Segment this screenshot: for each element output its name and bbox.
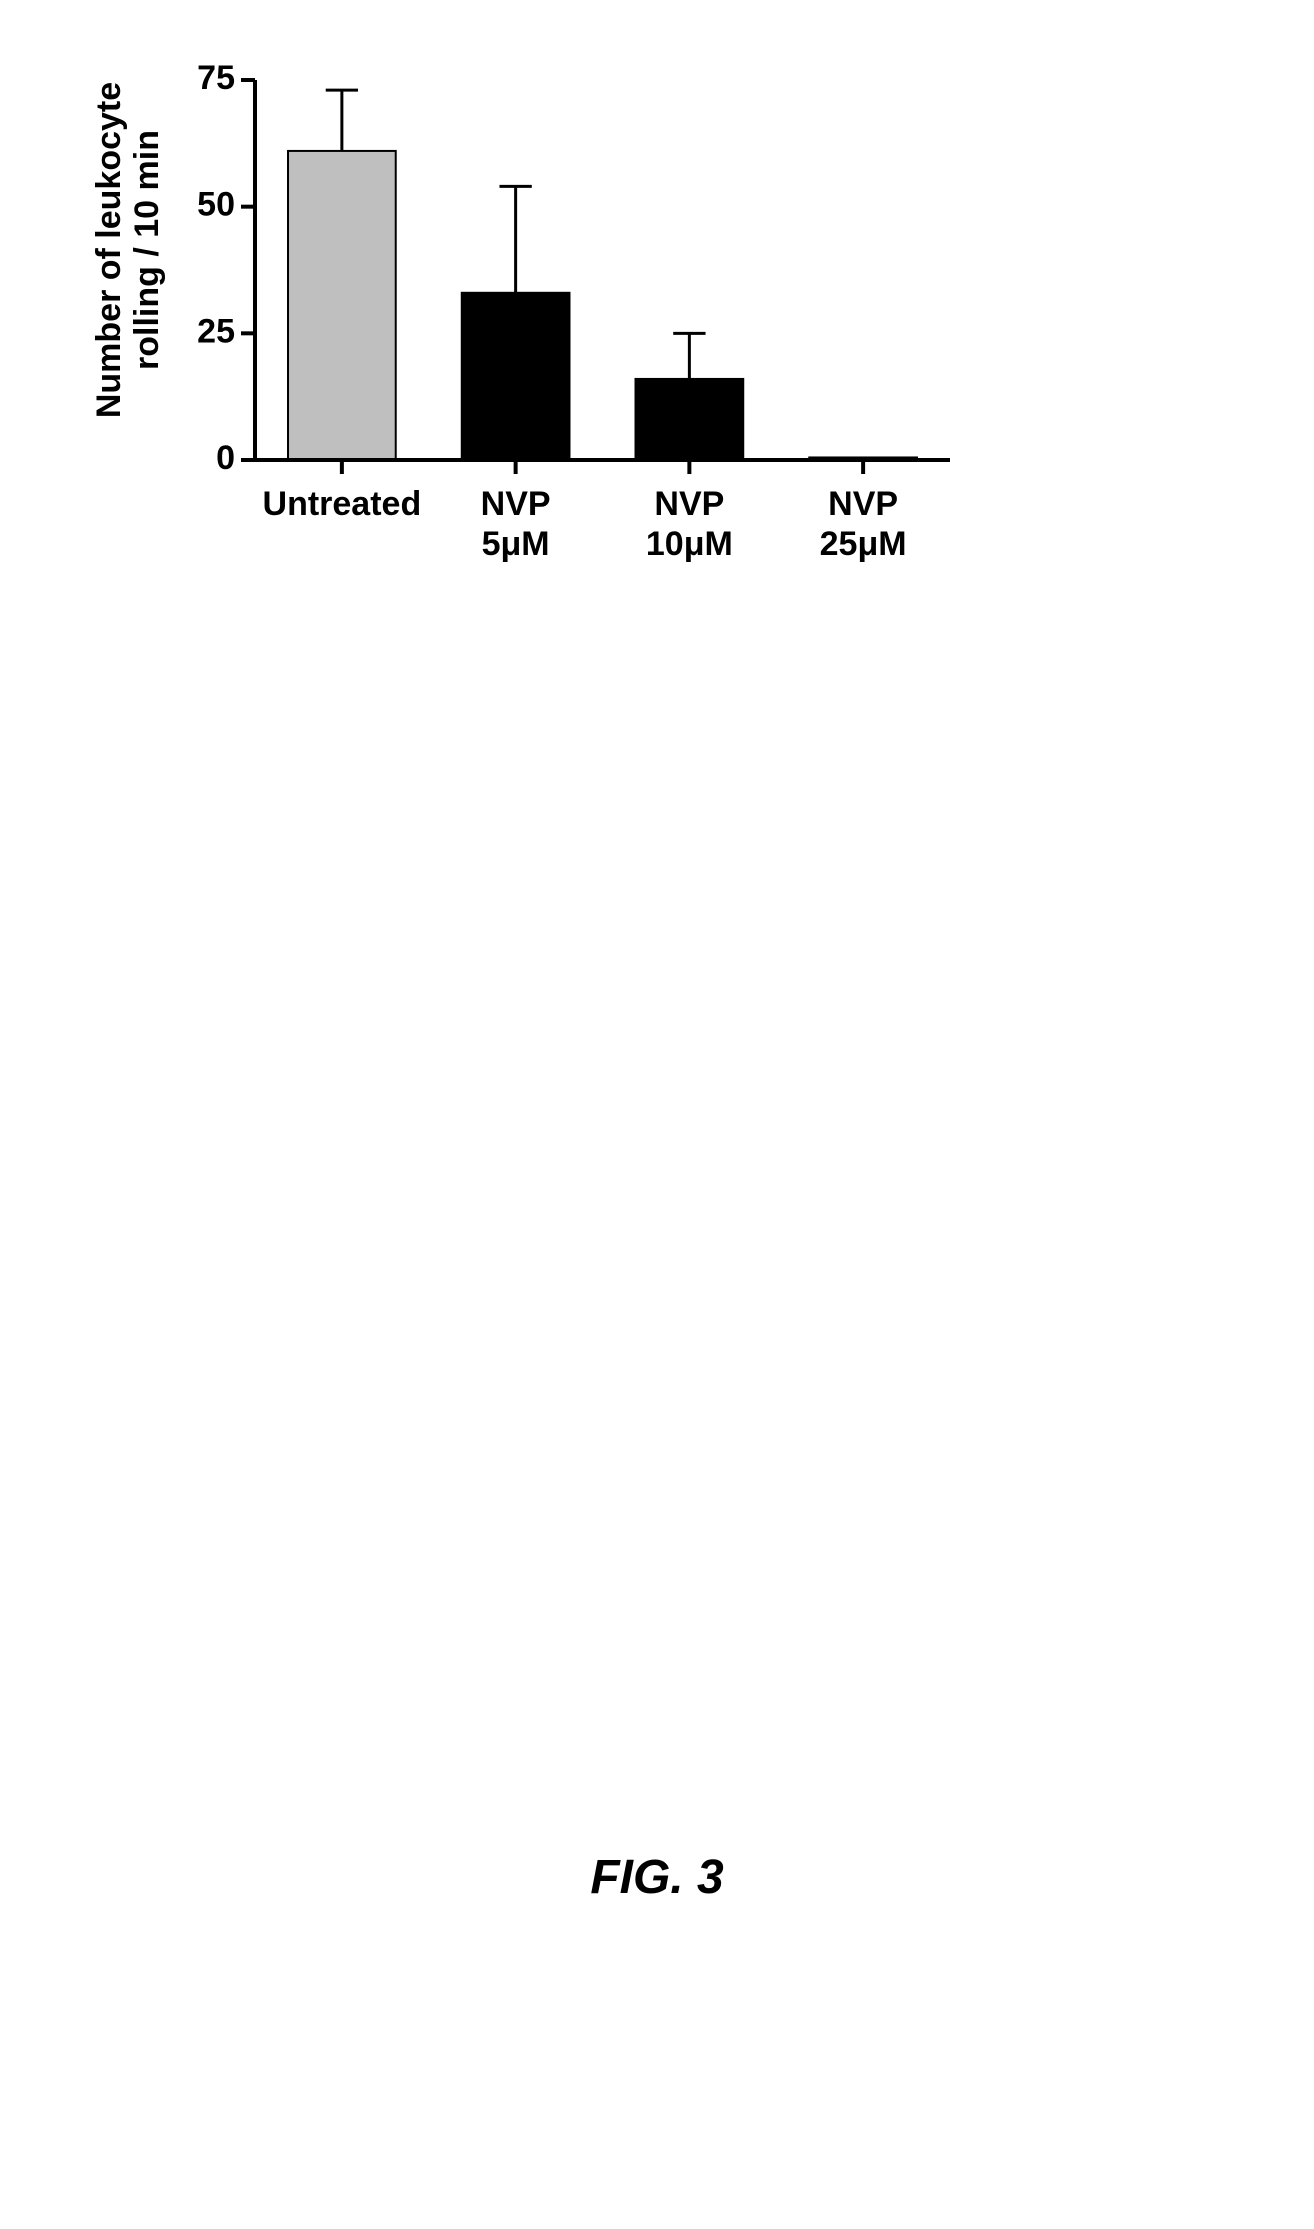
y-axis-label-line2: rolling / 10 min — [128, 130, 166, 370]
x-label-line1: NVP — [481, 485, 551, 523]
y-axis-label-line1: Number of leukocyte — [90, 82, 128, 418]
figure-caption: FIG. 3 — [0, 1850, 1314, 1905]
x-label-line1: Untreated — [263, 485, 422, 523]
y-tick-label: 0 — [216, 439, 235, 477]
x-label-line2: 25μM — [820, 525, 907, 563]
x-label-line2: 10μM — [646, 525, 733, 563]
y-tick-label: 50 — [197, 186, 235, 224]
x-label-line2: 5μM — [482, 525, 550, 563]
bar-chart-svg: 0255075UntreatedNVP5μMNVP10μMNVP25μMNumb… — [80, 40, 980, 640]
bar — [636, 379, 744, 460]
y-tick-label: 25 — [197, 312, 235, 350]
bar — [462, 293, 570, 460]
bar — [288, 151, 396, 460]
page: 0255075UntreatedNVP5μMNVP10μMNVP25μMNumb… — [0, 0, 1314, 2229]
x-label-line1: NVP — [828, 485, 898, 523]
x-label-line1: NVP — [654, 485, 724, 523]
bar-chart: 0255075UntreatedNVP5μMNVP10μMNVP25μMNumb… — [80, 40, 980, 640]
y-tick-label: 75 — [197, 59, 235, 97]
